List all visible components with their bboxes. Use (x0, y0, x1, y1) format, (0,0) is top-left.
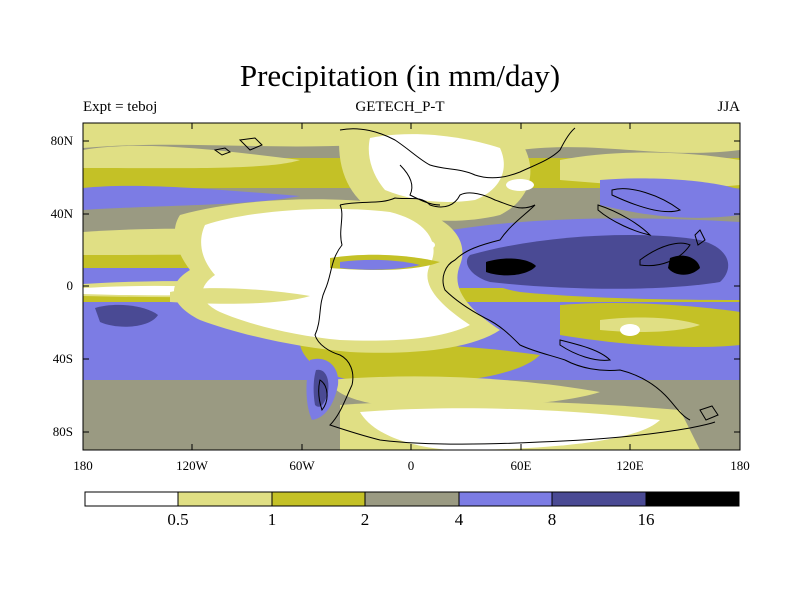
x-tick-label-60w: 60W (289, 458, 315, 473)
axis-ticks (83, 123, 740, 450)
patch-south-very-wet (95, 304, 158, 327)
y-tick-label-80n: 80N (50, 133, 73, 148)
colorbar (84, 491, 740, 507)
patch-south-medium (300, 343, 540, 385)
coast-laurasia-inner (399, 164, 441, 206)
coast-island-2 (238, 137, 263, 151)
coast-laurasia-north (339, 127, 576, 179)
colorbar-label-5: 8 (547, 510, 557, 529)
y-tick-label-40s: 40S (52, 351, 73, 366)
coast-island-east-1 (611, 188, 682, 213)
dataset-label: GETECH_P-T (355, 99, 445, 115)
spot-east-dry-1 (620, 324, 640, 336)
y-tick-label-80s: 80S (52, 424, 73, 439)
colorbar-box-4 (364, 491, 460, 507)
patch-laurasia-dry (368, 134, 504, 202)
colorbar-label-1: 0.5 (167, 510, 189, 529)
coast-island-east-4 (694, 229, 706, 246)
season-label: JJA (717, 99, 740, 115)
coast-island-1 (213, 147, 231, 156)
y-tick-label-40n: 40N (50, 206, 73, 221)
patch-pangea-dry (201, 208, 470, 341)
map-title: Precipitation (in mm/day) (239, 58, 561, 93)
x-tick-label-120e: 120E (616, 458, 644, 473)
coast-island-east-2 (597, 204, 652, 236)
x-tick-label-0: 0 (407, 458, 415, 473)
patch-itcz-very-wet (466, 235, 729, 289)
coast-island-east-3 (639, 242, 691, 267)
x-tick-label-60e: 60E (510, 458, 532, 473)
coast-island-south (559, 339, 612, 361)
coast-east-gondwana (564, 359, 691, 421)
x-tick-label-120w: 120W (176, 458, 208, 473)
coast-island-sw (318, 379, 328, 412)
colorbar-box-5 (458, 491, 553, 507)
patch-north-light-1 (83, 145, 300, 169)
experiment-label: Expt = teboj (83, 99, 158, 115)
spot-north-dry (506, 179, 534, 191)
patch-west-light-arc (170, 288, 310, 304)
coast-island-se (699, 405, 719, 421)
precipitation-field (83, 123, 740, 450)
y-tick-label-0: 0 (66, 278, 74, 293)
spot-north-dry-2 (415, 240, 435, 250)
colorbar-label-6: 16 (637, 510, 655, 529)
colorbar-box-6 (551, 491, 647, 507)
patch-south-light (330, 376, 600, 407)
x-tick-label-180e: 180 (730, 458, 750, 473)
coast-pangea-west (314, 204, 354, 386)
coastlines (213, 127, 719, 445)
colorbar-label-2: 1 (267, 510, 277, 529)
patch-north-east-wet (600, 178, 740, 218)
patch-pangea-wet-stripe (340, 259, 420, 270)
colorbar-label-3: 2 (360, 510, 370, 529)
x-tick-label-180w: 180 (73, 458, 93, 473)
colorbar-box-7 (645, 491, 740, 507)
colorbar-box-1 (84, 491, 179, 507)
coast-tethys (442, 204, 566, 361)
coast-south-gondwana (329, 384, 716, 445)
patch-southwest-very-wet (313, 369, 329, 407)
colorbar-box-3 (271, 491, 366, 507)
coast-pangea-north (339, 192, 536, 209)
patch-itcz-extreme-2 (668, 255, 700, 275)
patch-north-wet (83, 185, 300, 210)
colorbar-box-2 (177, 491, 273, 507)
colorbar-label-4: 4 (454, 510, 464, 529)
patch-itcz-extreme-1 (486, 258, 536, 276)
patch-east-light (560, 152, 740, 188)
